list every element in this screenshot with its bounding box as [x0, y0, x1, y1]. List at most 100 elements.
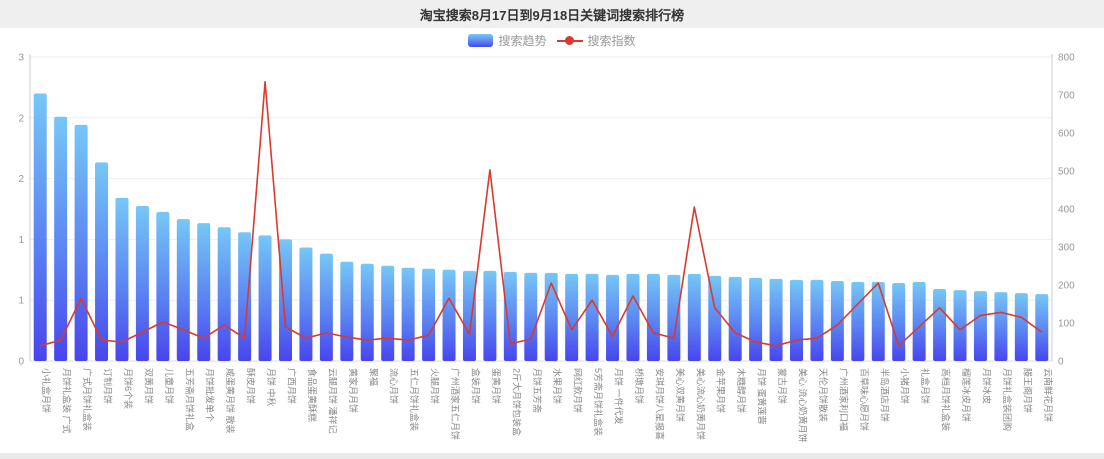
bar[interactable]	[238, 232, 252, 361]
bar-series-swatch-icon	[468, 33, 494, 47]
bar[interactable]	[953, 290, 967, 361]
bar[interactable]	[1035, 294, 1049, 361]
x-axis-label: 美心双黄月饼	[675, 368, 686, 422]
bar[interactable]	[422, 268, 436, 361]
x-axis-label: 月饼五芳斋	[532, 368, 543, 413]
x-axis-label: 儿童月饼	[164, 368, 175, 404]
bar[interactable]	[769, 278, 783, 361]
bar[interactable]	[442, 269, 456, 361]
x-axis-label: 月饼批发单个	[205, 368, 216, 422]
bar[interactable]	[503, 271, 517, 361]
bar[interactable]	[95, 162, 109, 361]
x-axis-label: 百草味心愿月饼	[859, 368, 870, 431]
right-axis-tick-label: 700	[1058, 91, 1075, 102]
bar[interactable]	[892, 282, 906, 361]
x-axis-label: 广西月饼	[287, 368, 298, 404]
left-axis-tick-label: 2	[18, 113, 24, 124]
bar[interactable]	[299, 247, 313, 361]
bar[interactable]	[687, 273, 701, 361]
bar[interactable]	[340, 261, 354, 361]
right-axis-tick-label: 300	[1058, 243, 1075, 254]
bar[interactable]	[197, 223, 211, 361]
x-axis-label: 小猪月饼	[900, 368, 911, 404]
x-axis-label: 金苹果月饼	[716, 368, 727, 413]
bar[interactable]	[667, 274, 681, 361]
bar[interactable]	[135, 205, 149, 361]
x-axis-label: 高档月饼礼盒装	[941, 368, 952, 431]
right-axis-tick-label: 600	[1058, 129, 1075, 140]
x-axis-label: 月饼冰皮	[981, 368, 992, 404]
x-axis-label: 小礼盒月饼	[41, 368, 52, 413]
x-axis-label: 美心 流心奶黄月饼	[798, 368, 809, 443]
x-axis-label: 广州酒家五仁月饼	[450, 368, 461, 440]
bar[interactable]	[708, 275, 722, 361]
x-axis-label: 盒装月饼	[470, 368, 481, 404]
legend-item-search-trend[interactable]: 搜索趋势	[468, 32, 547, 49]
bar[interactable]	[646, 273, 660, 361]
x-axis-label: 月饼 一件代发	[614, 368, 625, 425]
x-axis-label: 滕王阁月饼	[1022, 368, 1033, 413]
x-axis-label: 蛋黄月饼	[491, 368, 502, 404]
bar[interactable]	[360, 263, 374, 361]
bar[interactable]	[728, 276, 742, 361]
legend-item-search-index[interactable]: 搜索指数	[556, 32, 636, 49]
right-axis-tick-label: 0	[1058, 357, 1064, 368]
bar[interactable]	[176, 219, 190, 361]
bar[interactable]	[217, 227, 231, 361]
bar[interactable]	[565, 273, 579, 361]
x-axis-label: 流心月饼	[389, 368, 400, 404]
bar[interactable]	[258, 235, 272, 361]
bar[interactable]	[401, 267, 415, 361]
x-axis-label: 蒙古月饼	[777, 368, 788, 404]
bar[interactable]	[319, 253, 333, 361]
bar[interactable]	[851, 281, 865, 361]
x-axis-label: 桥墩月饼	[634, 368, 645, 404]
bar[interactable]	[606, 274, 620, 361]
bar[interactable]	[381, 265, 395, 361]
bar[interactable]	[830, 280, 844, 361]
left-axis-tick-label: 1	[18, 235, 24, 246]
x-axis-label: 月饼 中秋	[266, 368, 277, 407]
bar[interactable]	[933, 289, 947, 361]
right-axis-tick-label: 400	[1058, 205, 1075, 216]
x-axis-label: 半岛酒店月饼	[879, 368, 890, 422]
bar[interactable]	[912, 281, 926, 361]
x-axis-label: 五芳斋月饼礼盒	[184, 368, 195, 431]
legend-label-search-trend: 搜索趋势	[498, 33, 547, 48]
x-axis-label: 咸蛋黄月饼 散装	[225, 368, 236, 434]
x-axis-label: 订制月饼	[103, 368, 114, 404]
line-series-swatch-icon	[556, 34, 583, 47]
bar[interactable]	[74, 124, 88, 361]
bar[interactable]	[626, 273, 640, 361]
x-axis-label: 礼盒月饼	[920, 368, 931, 404]
bar[interactable]	[973, 291, 987, 361]
bar[interactable]	[749, 277, 763, 361]
x-axis-label: 聚福	[368, 368, 379, 386]
page-title: 淘宝搜索8月17日到9月18日关键词搜索排行榜	[419, 7, 685, 23]
x-axis-label: 月饼礼盒装团购	[1002, 368, 1013, 431]
bar[interactable]	[1014, 293, 1028, 361]
bar[interactable]	[156, 212, 170, 361]
left-axis-tick-label: 2	[18, 174, 24, 185]
x-axis-label: 广式月饼礼盒装	[82, 368, 93, 431]
x-axis-label: 火腿月饼	[430, 368, 441, 404]
search-index-line[interactable]	[39, 80, 1043, 347]
x-axis-label: 5芳斋月饼礼盒装	[593, 368, 604, 436]
bar[interactable]	[115, 197, 129, 361]
bar[interactable]	[585, 273, 599, 361]
bar[interactable]	[33, 93, 47, 362]
bar[interactable]	[462, 270, 476, 361]
bar[interactable]	[810, 279, 824, 361]
bar[interactable]	[54, 116, 68, 361]
bar[interactable]	[279, 239, 292, 361]
bar[interactable]	[994, 292, 1008, 361]
legend-label-search-index: 搜索指数	[587, 33, 636, 48]
bar[interactable]	[871, 281, 885, 361]
bar[interactable]	[483, 270, 497, 361]
bar[interactable]	[524, 272, 538, 361]
x-axis-label: 木糖醇月饼	[736, 368, 747, 413]
bar-series	[33, 93, 1049, 362]
bar[interactable]	[544, 272, 558, 361]
bar[interactable]	[790, 279, 803, 361]
x-axis-label: 云腿月饼 潘祥记	[327, 368, 338, 434]
